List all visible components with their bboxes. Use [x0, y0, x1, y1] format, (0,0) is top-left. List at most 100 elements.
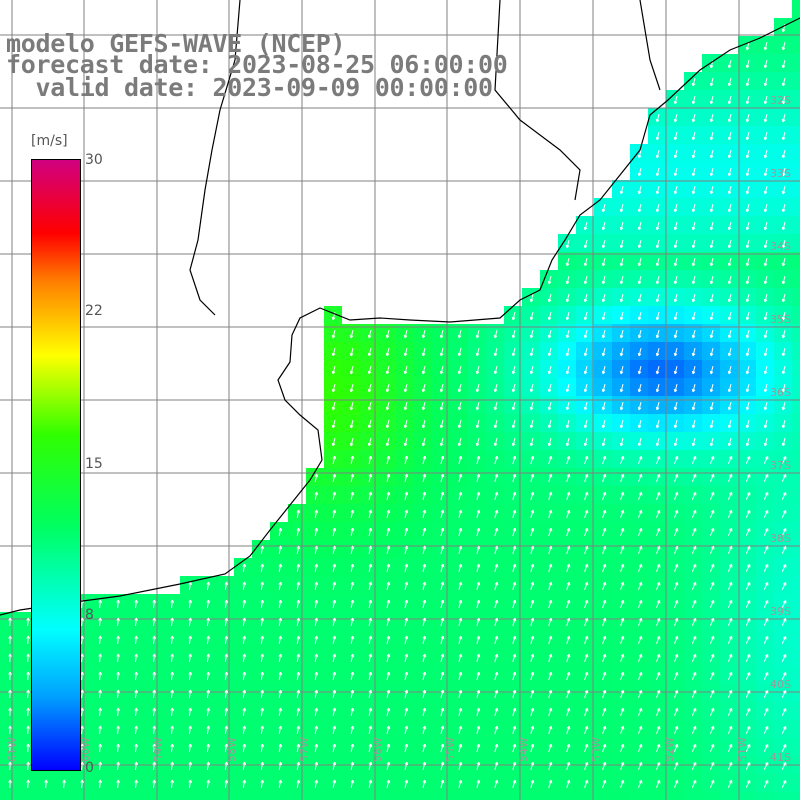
field-cell [774, 306, 792, 324]
field-cell [360, 612, 378, 630]
field-cell [540, 774, 558, 792]
field-cell [720, 270, 738, 288]
wind-arrow [511, 419, 516, 429]
wind-arrow [637, 311, 642, 321]
wind-arrow [548, 689, 553, 698]
wind-arrow [440, 455, 445, 465]
field-cell [630, 630, 648, 648]
field-cell [540, 630, 558, 648]
wind-arrow [620, 761, 625, 770]
field-cell [666, 774, 684, 792]
wind-arrow [674, 581, 679, 590]
wind-arrow [422, 617, 427, 627]
wind-arrow [350, 671, 355, 681]
field-cell [576, 360, 594, 378]
wind-arrow [332, 527, 337, 537]
field-cell [216, 702, 234, 720]
field-cell [558, 234, 576, 252]
wind-arrow [188, 779, 193, 789]
wind-arrow [727, 761, 733, 770]
wind-arrow [385, 401, 390, 411]
field-cell [468, 594, 486, 612]
field-cell [234, 648, 252, 666]
wind-arrow [566, 671, 571, 680]
field-cell [648, 378, 666, 396]
field-cell [126, 702, 144, 720]
field-cell [378, 504, 396, 522]
wind-arrow [224, 599, 229, 608]
field-cell [720, 540, 738, 558]
field-cell [414, 486, 432, 504]
field-cell [702, 180, 720, 198]
field-cell [648, 720, 666, 738]
wind-arrow [170, 725, 175, 735]
wind-arrow [296, 599, 301, 609]
field-cell [414, 522, 432, 540]
field-cell [396, 558, 414, 576]
wind-arrow [98, 671, 103, 681]
wind-arrow [620, 473, 625, 482]
field-cell [702, 270, 720, 288]
wind-arrow [350, 509, 355, 519]
field-cell [252, 792, 270, 800]
field-cell [342, 684, 360, 702]
field-cell [468, 702, 486, 720]
wind-arrow [638, 581, 643, 590]
wind-arrow [152, 635, 157, 645]
wind-arrow [332, 725, 337, 735]
field-cell [702, 108, 720, 126]
field-cell [576, 774, 594, 792]
field-cell [576, 396, 594, 414]
lon-label: 58W [225, 737, 238, 762]
wind-arrow [386, 671, 391, 681]
wind-arrow [566, 509, 571, 518]
field-cell [522, 504, 540, 522]
wind-arrow [763, 185, 768, 195]
wind-arrow [332, 707, 337, 717]
field-cell [738, 306, 756, 324]
field-cell [324, 630, 342, 648]
field-cell [738, 774, 756, 792]
field-cell [756, 324, 774, 342]
wind-arrow [691, 473, 697, 482]
field-cell [756, 612, 774, 630]
field-cell [774, 630, 792, 648]
wind-arrow [476, 545, 481, 554]
field-cell [576, 666, 594, 684]
field-cell [486, 630, 504, 648]
field-cell [342, 468, 360, 486]
field-cell [450, 684, 468, 702]
wind-arrow [548, 581, 553, 590]
field-cell [504, 504, 522, 522]
wind-arrow [152, 689, 157, 699]
wind-arrow [709, 779, 715, 788]
field-cell [702, 378, 720, 396]
wind-arrow [332, 563, 337, 573]
field-cell [198, 612, 216, 630]
wind-arrow [745, 59, 750, 69]
wind-arrow [386, 617, 391, 627]
field-cell [522, 684, 540, 702]
wind-arrow [584, 743, 589, 752]
field-cell [324, 720, 342, 738]
wind-arrow [386, 707, 391, 717]
wind-arrow [260, 671, 265, 680]
wind-arrow [314, 581, 319, 591]
field-cell [0, 792, 18, 800]
field-cell [450, 504, 468, 522]
wind-arrow [673, 257, 678, 267]
field-cell [630, 288, 648, 306]
field-cell [612, 540, 630, 558]
field-cell [396, 324, 414, 342]
field-cell [702, 486, 720, 504]
wind-arrow [494, 761, 499, 770]
wind-arrow [386, 689, 391, 699]
wind-arrow [566, 725, 571, 734]
wind-arrow [673, 113, 678, 123]
wind-arrow [134, 599, 139, 609]
field-cell [18, 774, 36, 792]
field-cell [360, 522, 378, 540]
field-cell [288, 540, 306, 558]
wind-arrow [601, 257, 606, 267]
wind-arrow [709, 581, 715, 590]
